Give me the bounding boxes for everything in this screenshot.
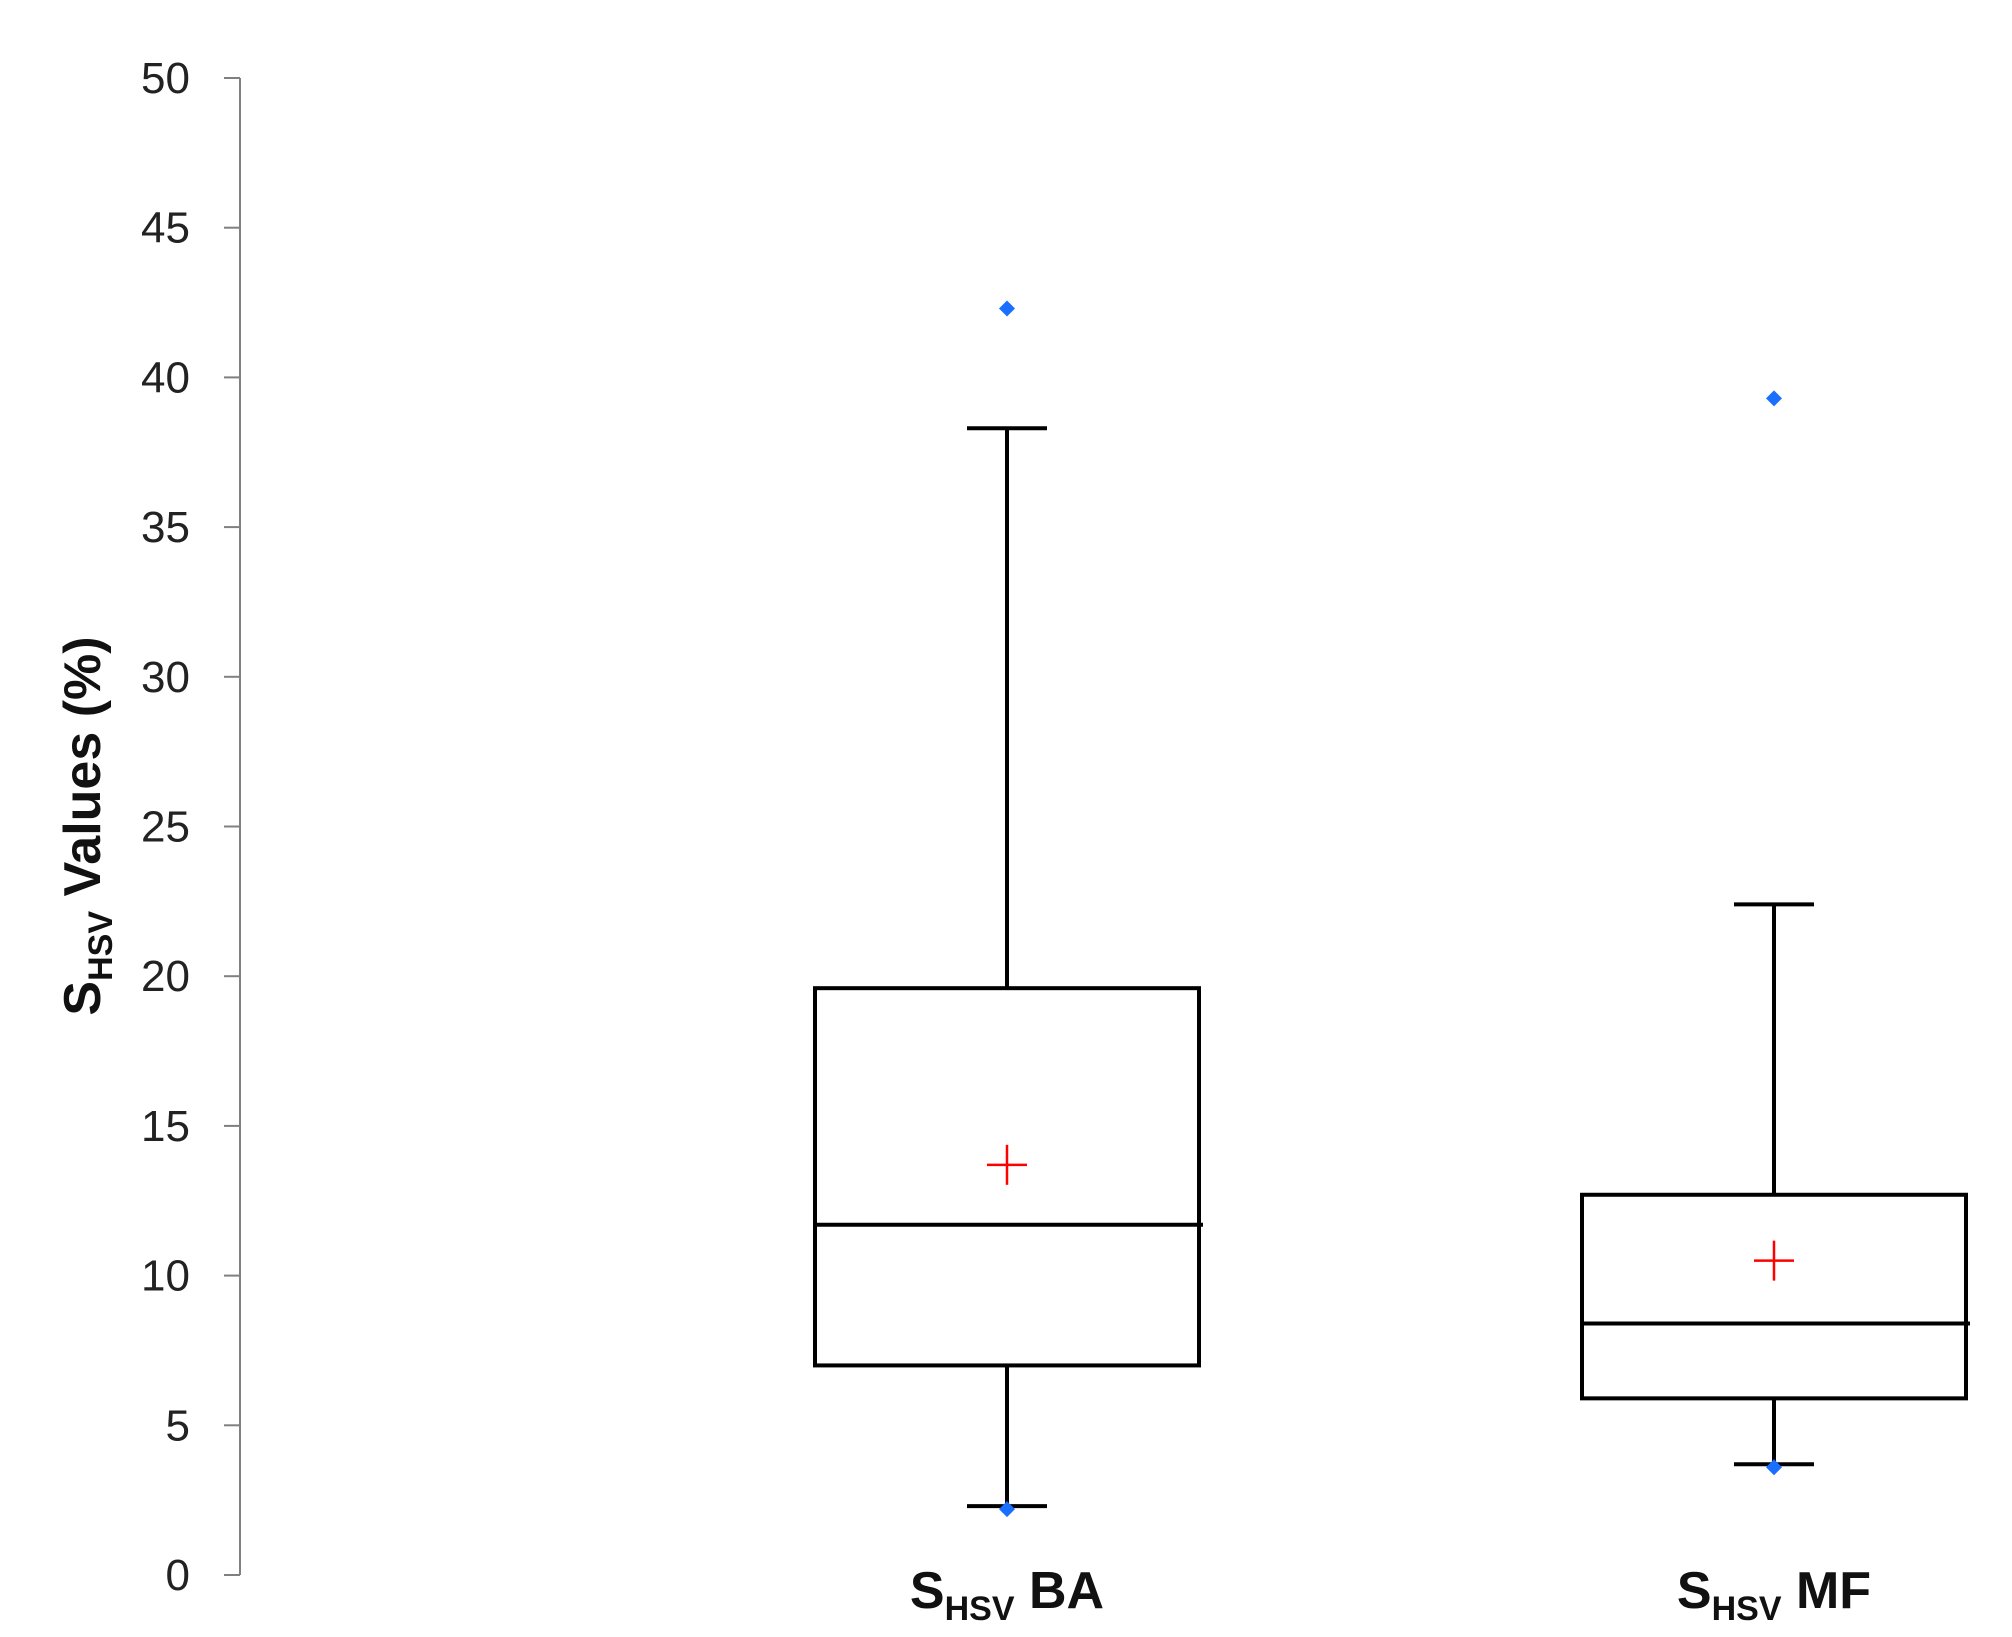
category-label-main: S bbox=[1677, 1562, 1712, 1620]
category-label-2: SHSV MF bbox=[1677, 1562, 1871, 1628]
category-label-rest: MF bbox=[1782, 1562, 1872, 1620]
category-label-1: SHSV BA bbox=[910, 1562, 1104, 1628]
category-label-rest: BA bbox=[1015, 1562, 1105, 1620]
y-tick-label: 20 bbox=[141, 952, 190, 1001]
outlier-point bbox=[999, 300, 1015, 317]
y-tick-label: 35 bbox=[141, 503, 190, 552]
category-labels: SHSV BA SHSV MF bbox=[910, 1562, 1871, 1628]
category-label-main: S bbox=[910, 1562, 945, 1620]
y-tick-label: 45 bbox=[141, 204, 190, 253]
y-axis-title-main: S bbox=[54, 981, 112, 1016]
category-label-sub: HSV bbox=[945, 1590, 1015, 1628]
y-tick-label: 50 bbox=[141, 54, 190, 103]
y-axis-title: SHSV Values (%) bbox=[54, 636, 120, 1015]
box-series-2 bbox=[1580, 390, 1970, 1476]
box-series-1 bbox=[813, 300, 1203, 1518]
iqr-box bbox=[1580, 1192, 1968, 1401]
boxes-group bbox=[813, 300, 1970, 1518]
y-tick-label: 25 bbox=[141, 803, 190, 852]
y-tick-label: 10 bbox=[141, 1252, 190, 1301]
y-tick-label: 40 bbox=[141, 353, 190, 402]
outlier-point bbox=[1766, 1459, 1782, 1476]
outlier-point bbox=[1766, 390, 1782, 407]
y-tick-label: 30 bbox=[141, 653, 190, 702]
y-axis-title-sub: HSV bbox=[82, 911, 120, 981]
y-tick-label: 15 bbox=[141, 1102, 190, 1151]
y-axis-ticks: 0 5 10 15 20 25 30 35 40 45 50 bbox=[141, 54, 240, 1600]
y-tick-label: 5 bbox=[166, 1401, 190, 1450]
outlier-point bbox=[999, 1501, 1015, 1518]
y-axis-title-rest: Values (%) bbox=[54, 636, 112, 911]
y-tick-label: 0 bbox=[166, 1551, 190, 1600]
category-label-sub: HSV bbox=[1712, 1590, 1782, 1628]
